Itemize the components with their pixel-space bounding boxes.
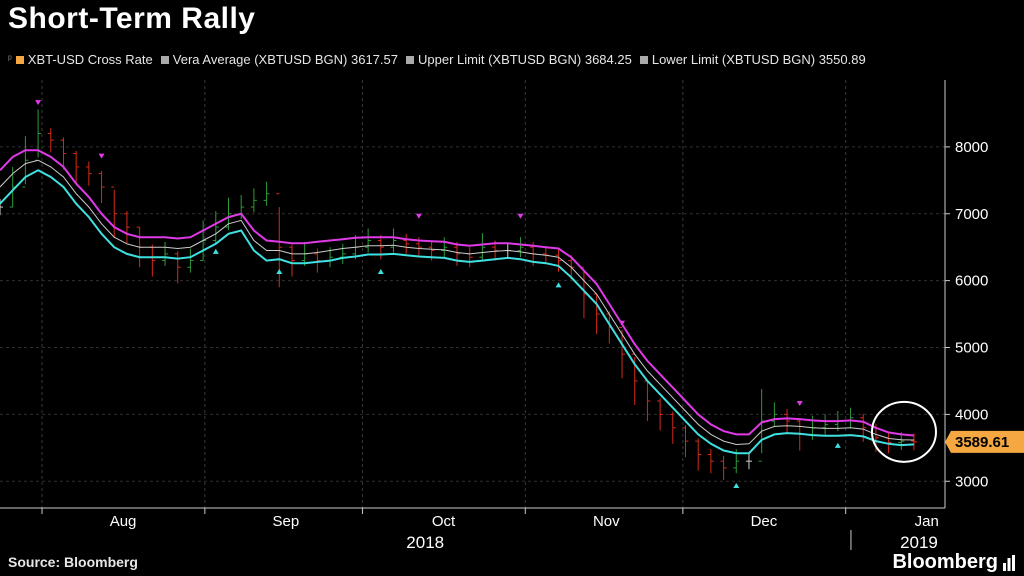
last-price-label: 3589.61 xyxy=(955,434,1009,451)
legend-swatch-gray xyxy=(639,55,648,64)
legend-item-average[interactable]: Vera Average (XBTUSD BGN) 3617.57 xyxy=(160,52,398,67)
signal-up-icon xyxy=(212,248,219,254)
y-tick-label: 6000 xyxy=(955,273,988,290)
signal-down-icon xyxy=(415,213,422,219)
y-tick-label: 7000 xyxy=(955,206,988,223)
year-label: 2018 xyxy=(406,533,444,552)
y-tick-label: 3000 xyxy=(955,473,988,490)
signal-down-icon xyxy=(619,320,626,326)
bloomberg-terminal-icon xyxy=(1003,554,1015,571)
signal-up-icon xyxy=(377,268,384,274)
signal-down-icon xyxy=(517,213,524,219)
series-line-lower xyxy=(0,169,915,455)
legend-item-upper[interactable]: Upper Limit (XBTUSD BGN) 3684.25 xyxy=(405,52,632,67)
series-line-upper xyxy=(0,149,915,437)
y-tick-label: 4000 xyxy=(955,406,988,423)
x-tick-label: Nov xyxy=(593,513,620,530)
year-label: 2019 xyxy=(900,533,938,552)
legend-swatch-gray xyxy=(160,55,169,64)
legend-item-lower[interactable]: Lower Limit (XBTUSD BGN) 3550.89 xyxy=(639,52,866,67)
signal-down-icon xyxy=(98,153,105,159)
highlight-circle xyxy=(870,400,937,463)
legend-label: Lower Limit (XBTUSD BGN) 3550.89 xyxy=(651,52,866,67)
signal-down-icon xyxy=(35,100,42,106)
y-tick-label: 5000 xyxy=(955,340,988,357)
y-tick-label: 8000 xyxy=(955,139,988,156)
legend: ᵖ XBT-USD Cross Rate Vera Average (XBTUS… xyxy=(8,52,874,67)
source-note: Source: Bloomberg xyxy=(8,554,138,570)
legend-label: XBT-USD Cross Rate xyxy=(27,52,153,67)
signal-up-icon xyxy=(834,442,841,448)
legend-item-cross-rate[interactable]: ᵖ XBT-USD Cross Rate xyxy=(8,52,153,67)
x-tick-label: Sep xyxy=(273,513,300,530)
signal-up-icon xyxy=(733,482,740,488)
legend-label: Upper Limit (XBTUSD BGN) 3684.25 xyxy=(417,52,632,67)
signal-down-icon xyxy=(796,401,803,406)
brand-logo: Bloomberg xyxy=(892,551,1016,574)
x-tick-label: Dec xyxy=(751,513,778,530)
signal-up-icon xyxy=(276,268,283,274)
x-tick-label: Jan xyxy=(915,513,939,530)
brand-text: Bloomberg xyxy=(892,551,998,573)
x-tick-label: Aug xyxy=(110,513,137,530)
last-price-tag xyxy=(945,430,1024,453)
series-line-average xyxy=(0,159,915,446)
chart-title: Short-Term Rally xyxy=(8,2,256,35)
legend-swatch-orange xyxy=(15,55,24,64)
x-tick-label: Oct xyxy=(432,513,456,530)
legend-label: Vera Average (XBTUSD BGN) 3617.57 xyxy=(172,52,398,67)
signal-up-icon xyxy=(555,282,562,288)
legend-marker-icon: ᵖ xyxy=(8,54,12,65)
legend-swatch-gray xyxy=(405,55,414,64)
